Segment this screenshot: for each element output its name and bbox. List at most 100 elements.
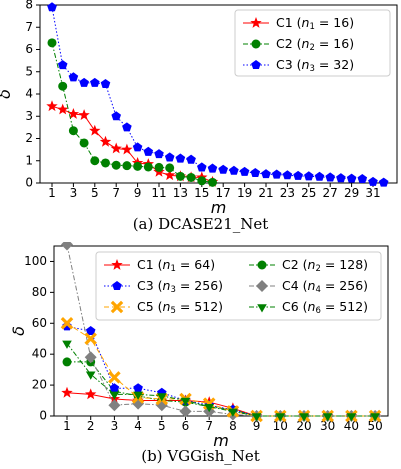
x-axis-label: m (211, 198, 227, 215)
data-point-s6 (180, 397, 191, 406)
y-tick-label: 3 (25, 109, 33, 123)
legend-label-2: C2 (n2 = 128) (282, 257, 368, 274)
y-tick-label: 6 (25, 42, 33, 56)
data-point-s3 (336, 173, 346, 183)
x-tick-label: 11 (151, 186, 166, 200)
x-tick-label: 50 (367, 419, 382, 433)
data-point-s3 (378, 177, 389, 187)
x-tick-label: 25 (301, 186, 316, 200)
legend-label-3: C3 (n3 = 32) (276, 57, 354, 74)
data-point-s3 (282, 170, 293, 180)
data-point-s2 (111, 160, 121, 170)
legend-label-4: C4 (n4 = 256) (282, 278, 368, 295)
caption-dcase21: (a) DCASE21_Net (132, 215, 269, 233)
caption-vggish: (b) VGGish_Net (141, 447, 260, 465)
x-tick-label: 8 (229, 419, 237, 433)
x-tick-label: 3 (111, 419, 119, 433)
data-point-s6 (275, 413, 286, 422)
legend-marker-1 (250, 17, 262, 28)
data-point-s1 (46, 100, 58, 112)
data-point-s6 (133, 391, 143, 400)
data-point-s3 (79, 77, 89, 87)
data-point-s3 (346, 173, 357, 183)
legend-label-1: C1 (n1 = 64) (137, 257, 215, 274)
data-point-s4 (61, 242, 73, 251)
y-tick-label: 40 (32, 347, 47, 361)
x-tick-label: 31 (365, 186, 380, 200)
data-point-s2 (62, 357, 72, 367)
legend-box (95, 251, 382, 321)
data-point-s6 (228, 408, 238, 417)
data-point-s3 (186, 154, 196, 164)
data-point-s3 (175, 153, 186, 163)
legend: C1 (n1 = 16) C2 (n2 = 16) C3 (n3 = 32) (234, 9, 391, 77)
x-tick-label: 1 (63, 419, 71, 433)
legend-marker-2 (251, 39, 261, 49)
data-point-s6 (204, 404, 214, 413)
data-point-s2 (165, 163, 175, 173)
legend-marker-5 (110, 300, 124, 314)
legend-marker-4 (256, 280, 268, 292)
data-point-s3 (261, 169, 271, 179)
y-tick-label: 0 (39, 409, 47, 423)
data-point-s3 (132, 142, 143, 152)
x-tick-label: 29 (344, 186, 359, 200)
x-tick-label: 7 (112, 186, 120, 200)
x-tick-label: 13 (173, 186, 188, 200)
x-tick-label: 4 (134, 419, 142, 433)
y-tick-label: 2 (25, 131, 33, 145)
data-point-s3 (314, 171, 325, 181)
data-point-s3 (68, 72, 79, 82)
legend-marker-3 (112, 281, 122, 290)
data-point-s6 (251, 413, 262, 422)
data-point-s3 (271, 169, 282, 179)
data-point-s2 (175, 171, 185, 181)
y-tick-label: 20 (32, 378, 47, 392)
data-point-s6 (109, 391, 120, 400)
legend-label-3: C3 (n3 = 256) (137, 278, 223, 295)
data-point-s1 (164, 169, 176, 181)
x-tick-label: 20 (296, 419, 311, 433)
data-point-s3 (85, 326, 96, 335)
data-point-s6 (85, 371, 96, 380)
legend-label-5: C5 (n5 = 512) (137, 299, 223, 316)
data-point-s3 (100, 79, 111, 88)
data-point-s1 (61, 386, 73, 398)
legend-marker-1 (111, 259, 123, 270)
legend-label-2: C2 (n2 = 16) (276, 36, 354, 53)
data-point-s1 (57, 103, 69, 115)
data-point-s1 (121, 143, 133, 155)
data-point-s3 (111, 111, 121, 121)
chart-vggish: 0 20 40 60 80 100 1 2 3 4 5 6 7 8 9 10 20 30 40 50 m δ C1 (n1 … (9, 242, 389, 447)
x-tick-label: 3 (70, 186, 78, 200)
data-point-s1 (99, 135, 112, 147)
data-point-s6 (346, 413, 357, 422)
x-tick-label: 21 (258, 186, 273, 200)
chart-dcase21: 012345678135791113151719212325272931mδC1… (0, 0, 398, 215)
x-tick-label: 9 (134, 186, 142, 200)
data-point-s3 (207, 163, 218, 173)
data-point-s3 (57, 60, 68, 70)
y-tick-label: 8 (25, 0, 33, 12)
data-point-s3 (304, 171, 314, 181)
data-point-s6 (299, 413, 309, 422)
x-tick-label: 6 (182, 419, 190, 433)
x-tick-label: 30 (320, 419, 335, 433)
x-tick-label: 9 (253, 419, 261, 433)
y-axis-label: δ (9, 326, 28, 336)
data-point-s3 (154, 149, 164, 159)
data-point-s6 (62, 340, 72, 349)
x-tick-label: 19 (237, 186, 252, 200)
data-point-s3 (133, 383, 143, 393)
y-tick-label: 100 (24, 254, 47, 268)
y-tick-label: 5 (25, 64, 33, 78)
data-point-s5 (84, 332, 97, 345)
x-tick-label: 15 (194, 186, 209, 200)
data-point-s3 (197, 162, 207, 172)
series-line-6 (66, 343, 376, 417)
legend: C1 (n1 = 64) C2 (n2 = 128) C3 (n3 = 256) C4… (95, 251, 382, 321)
data-point-s3 (250, 168, 261, 177)
legend-marker-3 (251, 60, 261, 69)
y-tick-label: 0 (25, 176, 33, 190)
legend-label-1: C1 (n1 = 16) (276, 15, 354, 32)
